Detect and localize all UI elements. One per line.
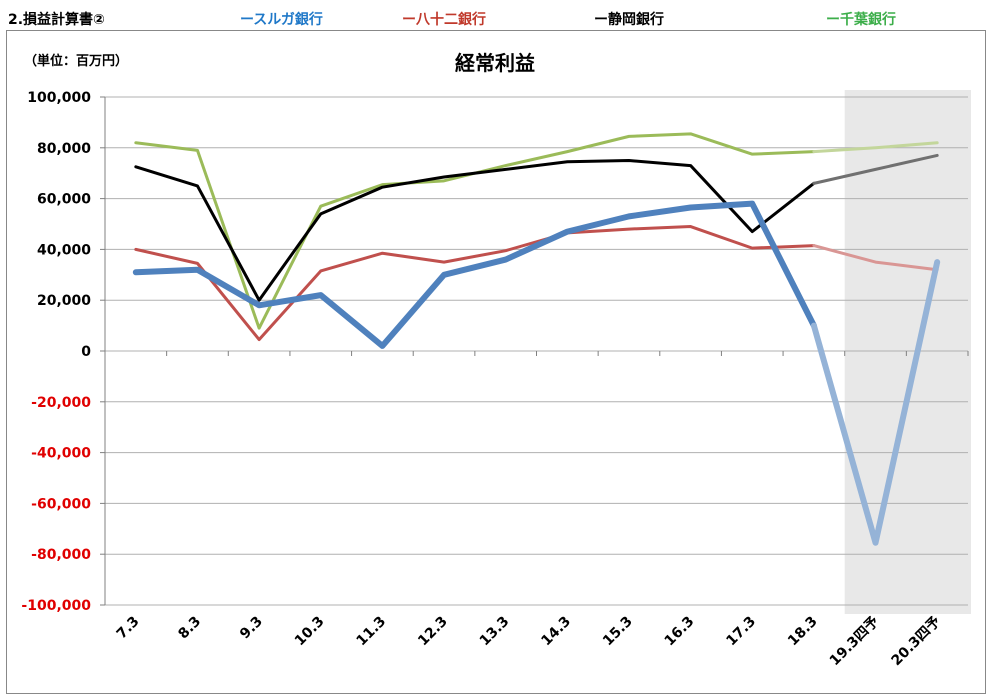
section-title: 2.損益計算書②: [8, 12, 105, 28]
series-line: [134, 132, 816, 330]
y-tick-label: -20,000: [31, 395, 91, 411]
header: 2.損益計算書② ースルガ銀行 ー八十二銀行 ー静岡銀行 ー千葉銀行: [0, 0, 990, 30]
y-tick-label: 40,000: [37, 242, 91, 258]
y-tick-label: 60,000: [37, 192, 91, 208]
series-line: [134, 225, 816, 342]
series-line: [132, 200, 817, 349]
series-line: [134, 159, 816, 302]
legend-item-suruga: ースルガ銀行: [240, 12, 323, 28]
legend-item-shizuoka: ー静岡銀行: [594, 12, 664, 28]
x-tick-label: 10.3: [292, 614, 328, 650]
x-tick-label: 7.3: [114, 614, 143, 643]
x-tick-label: 9.3: [237, 614, 266, 643]
x-tick-label: 19.3四予: [827, 614, 883, 670]
unit-label: （単位：百万円）: [24, 54, 129, 69]
x-tick-label: 15.3: [600, 614, 636, 650]
forecast-shade: [844, 90, 971, 614]
y-tick-label: 0: [81, 344, 91, 360]
y-tick-label: -100,000: [21, 598, 91, 614]
x-tick-label: 20.3四予: [888, 614, 944, 670]
x-tick-label: 8.3: [175, 614, 204, 643]
series-forecast-line: [812, 141, 939, 154]
legend-item-chiba: ー千葉銀行: [826, 12, 896, 28]
x-tick-label: 14.3: [538, 614, 574, 650]
y-tick-label: -80,000: [31, 547, 91, 563]
y-tick-label: 100,000: [27, 90, 91, 106]
y-tick-label: 80,000: [37, 141, 91, 157]
y-tick-label: 20,000: [37, 293, 91, 309]
y-tick-label: -40,000: [31, 446, 91, 462]
x-tick-label: 16.3: [662, 614, 698, 650]
series-forecast-line: [810, 259, 941, 546]
series-forecast-line: [812, 244, 939, 272]
x-tick-label: 18.3: [785, 614, 821, 650]
chart-frame: [6, 30, 986, 694]
x-tick-label: 11.3: [353, 614, 389, 650]
y-tick-label: -60,000: [31, 496, 91, 512]
series-forecast-line: [812, 153, 939, 185]
x-tick-label: 13.3: [477, 614, 513, 650]
legend-item-hachijuni: ー八十二銀行: [402, 12, 486, 28]
chart-title: 経常利益: [455, 51, 535, 75]
x-tick-label: 12.3: [415, 614, 451, 650]
x-tick-label: 17.3: [723, 614, 759, 650]
